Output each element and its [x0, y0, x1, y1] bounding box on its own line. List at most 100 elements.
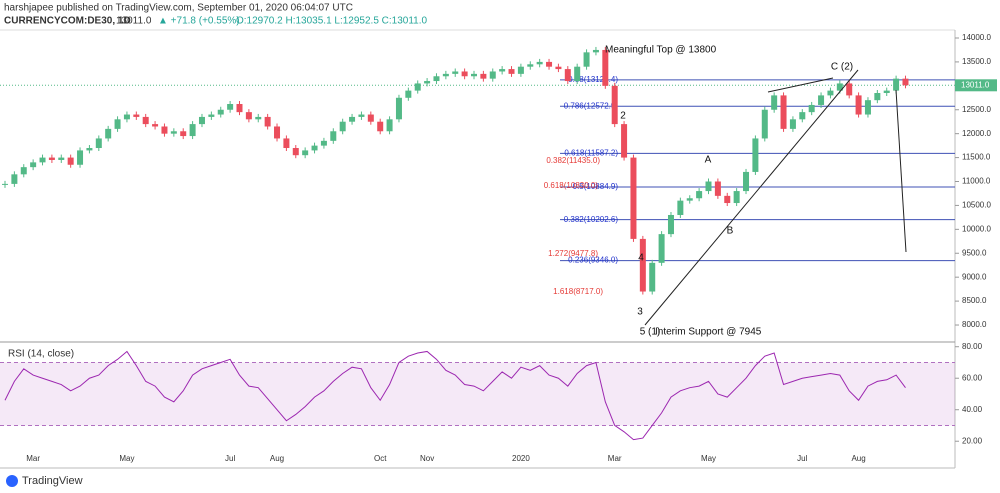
candle — [677, 200, 684, 215]
candle — [527, 64, 534, 67]
candle — [780, 95, 787, 129]
candle — [564, 69, 571, 82]
candle — [705, 181, 712, 192]
candle — [264, 116, 271, 127]
y-tick-label: 10500.0 — [962, 201, 991, 210]
x-tick-label: Mar — [608, 454, 622, 463]
candle — [2, 183, 8, 185]
candle — [471, 73, 477, 77]
candle — [480, 73, 487, 79]
candle — [39, 157, 46, 163]
candle — [236, 104, 243, 113]
candle — [292, 148, 299, 156]
candle — [461, 71, 468, 77]
fib-extension-label: 0.618(10830.0) — [544, 181, 599, 190]
candle — [836, 83, 843, 91]
candle — [217, 109, 224, 115]
candle — [789, 119, 796, 129]
candle — [180, 131, 187, 137]
candle — [508, 69, 515, 74]
candle — [733, 191, 740, 204]
candle — [517, 66, 524, 74]
x-tick-label: Aug — [851, 454, 865, 463]
candle — [123, 114, 130, 120]
x-tick-label: May — [701, 454, 716, 463]
fib-label: 0.88(13124.4) — [568, 75, 618, 84]
y-tick-label: 8500.0 — [962, 296, 987, 305]
candle — [20, 167, 27, 175]
candle — [114, 119, 121, 129]
candle — [67, 157, 74, 165]
rsi-line — [4, 350, 906, 441]
candle — [874, 93, 881, 101]
candle — [245, 112, 252, 120]
fib-label: 0.382(10202.6) — [564, 215, 619, 224]
candle — [864, 100, 871, 115]
y-tick-label: 11500.0 — [962, 153, 991, 162]
candle — [198, 116, 205, 125]
candle — [686, 198, 693, 201]
candle — [30, 162, 37, 168]
candle — [799, 112, 806, 120]
candle — [658, 234, 665, 263]
candle — [302, 150, 309, 156]
candle — [808, 104, 815, 113]
candle — [320, 140, 327, 146]
rsi-title: RSI (14, close) — [8, 349, 74, 360]
fib-extension-label: 1.272(9477.8) — [548, 249, 598, 258]
candle — [724, 195, 731, 204]
candle — [48, 157, 55, 160]
last-price-tag — [955, 79, 997, 92]
price: 13011.0 — [116, 16, 152, 27]
candle — [208, 114, 215, 117]
candle — [95, 138, 102, 149]
annotation: C (2) — [831, 62, 853, 73]
candle — [77, 150, 84, 165]
candle — [227, 104, 234, 110]
candle — [330, 131, 337, 141]
candle — [855, 95, 862, 115]
annotation: Interim Support @ 7945 — [655, 327, 762, 338]
candle — [546, 61, 553, 67]
candle — [883, 90, 890, 94]
candle — [592, 49, 599, 53]
candle — [424, 81, 431, 84]
y-tick-label: 20.00 — [962, 436, 983, 445]
y-tick-label: 14000.0 — [962, 33, 991, 42]
y-tick-label: 80.00 — [962, 342, 983, 351]
candle — [189, 124, 196, 137]
x-tick-label: Aug — [270, 454, 284, 463]
annotation: A — [705, 155, 712, 166]
annotation: 3 — [637, 307, 643, 318]
candle — [667, 214, 674, 235]
x-tick-label: 2020 — [512, 454, 530, 463]
x-tick-label: Jul — [225, 454, 235, 463]
candle — [377, 121, 384, 132]
logo — [6, 475, 18, 487]
fib-extension-label: 1.618(8717.0) — [553, 287, 603, 296]
candle — [574, 66, 581, 82]
last-price-label: 13011.0 — [961, 80, 990, 89]
candle — [274, 126, 281, 139]
candle — [621, 124, 628, 158]
candle — [161, 126, 168, 134]
candle — [11, 174, 18, 184]
annotation: Meaningful Top @ 13800 — [605, 45, 717, 56]
candle — [611, 85, 618, 125]
candle — [583, 52, 590, 67]
y-tick-label: 40.00 — [962, 405, 983, 414]
change: ▲ +71.8 (+0.55%) — [158, 16, 240, 27]
fib-label: 0.236(9346.0) — [568, 256, 618, 265]
rsi-band — [0, 362, 955, 426]
candle — [602, 49, 609, 86]
candle — [433, 76, 440, 82]
candle — [349, 116, 356, 122]
x-tick-label: Oct — [374, 454, 387, 463]
x-tick-label: Nov — [420, 454, 434, 463]
candle — [818, 95, 825, 105]
candle — [761, 109, 768, 139]
candle — [283, 138, 290, 149]
x-tick-label: Mar — [26, 454, 40, 463]
candle — [152, 124, 159, 127]
